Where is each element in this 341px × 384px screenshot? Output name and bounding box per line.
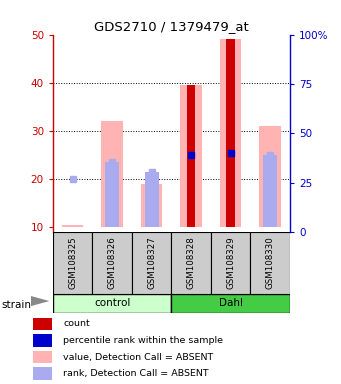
Bar: [211, 232, 250, 294]
Bar: [101, 121, 123, 227]
Bar: [33, 334, 51, 347]
Bar: [180, 85, 202, 227]
Bar: [53, 294, 171, 313]
Bar: [226, 40, 235, 227]
Bar: [171, 294, 290, 313]
Text: count: count: [63, 319, 90, 328]
Text: GSM108330: GSM108330: [266, 237, 275, 290]
Bar: [33, 351, 51, 363]
Text: GSM108329: GSM108329: [226, 237, 235, 289]
Bar: [105, 162, 119, 227]
Bar: [92, 232, 132, 294]
Bar: [33, 367, 51, 380]
Bar: [259, 126, 281, 227]
Title: GDS2710 / 1379479_at: GDS2710 / 1379479_at: [94, 20, 249, 33]
Bar: [187, 85, 195, 227]
Polygon shape: [31, 296, 49, 306]
Bar: [263, 155, 277, 227]
Bar: [145, 172, 159, 227]
Text: GSM108328: GSM108328: [187, 237, 196, 290]
Text: GSM108325: GSM108325: [68, 237, 77, 290]
Bar: [33, 318, 51, 330]
Text: control: control: [94, 298, 130, 308]
Text: strain: strain: [2, 300, 32, 310]
Bar: [53, 232, 92, 294]
Text: Dahl: Dahl: [219, 298, 242, 308]
Bar: [250, 232, 290, 294]
Text: GSM108327: GSM108327: [147, 237, 156, 290]
Text: value, Detection Call = ABSENT: value, Detection Call = ABSENT: [63, 353, 213, 362]
Bar: [132, 232, 171, 294]
Text: GSM108326: GSM108326: [108, 237, 117, 290]
Text: rank, Detection Call = ABSENT: rank, Detection Call = ABSENT: [63, 369, 209, 378]
Bar: [171, 232, 211, 294]
Bar: [141, 184, 162, 227]
Bar: [220, 40, 241, 227]
Text: percentile rank within the sample: percentile rank within the sample: [63, 336, 223, 345]
Bar: [62, 225, 84, 227]
